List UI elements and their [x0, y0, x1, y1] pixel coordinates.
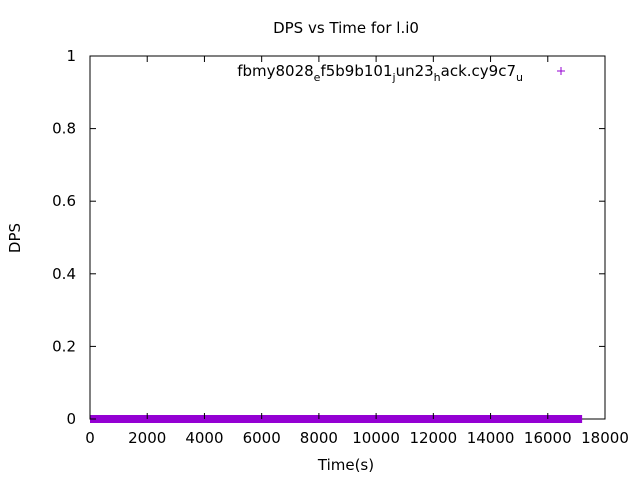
x-tick-label: 12000 [409, 429, 457, 447]
x-axis-label: Time(s) [317, 456, 374, 474]
chart-title: DPS vs Time for l.i0 [273, 19, 419, 37]
x-tick-label: 14000 [467, 429, 515, 447]
x-tick-label: 10000 [352, 429, 400, 447]
y-tick-label: 0 [66, 410, 76, 428]
x-tick-label: 0 [85, 429, 95, 447]
y-axis-label: DPS [6, 223, 24, 253]
y-tick-label: 0.8 [52, 120, 76, 138]
data-layer [90, 415, 583, 423]
data-points-band [90, 415, 583, 423]
legend-label: fbmy8028ef5b9b101jun23hack.cy9c7u [237, 62, 523, 84]
y-tick-label: 1 [66, 47, 76, 65]
x-axis-ticks: 0 2000 4000 6000 8000 10000 12000 14000 16000 180… [85, 56, 629, 447]
x-tick-label: 6000 [243, 429, 281, 447]
y-axis-ticks: 0 0.2 0.4 0.6 0.8 1 [52, 47, 605, 428]
x-tick-label: 16000 [524, 429, 572, 447]
x-tick-label: 4000 [185, 429, 223, 447]
y-tick-label: 0.2 [52, 337, 76, 355]
x-tick-label: 2000 [128, 429, 166, 447]
x-tick-label: 18000 [581, 429, 629, 447]
plot-border [89, 55, 606, 420]
plot-frame [89, 55, 606, 420]
x-tick-label: 8000 [300, 429, 338, 447]
y-tick-label: 0.4 [52, 265, 76, 283]
legend: fbmy8028ef5b9b101jun23hack.cy9c7u [237, 62, 565, 84]
y-tick-label: 0.6 [52, 192, 76, 210]
